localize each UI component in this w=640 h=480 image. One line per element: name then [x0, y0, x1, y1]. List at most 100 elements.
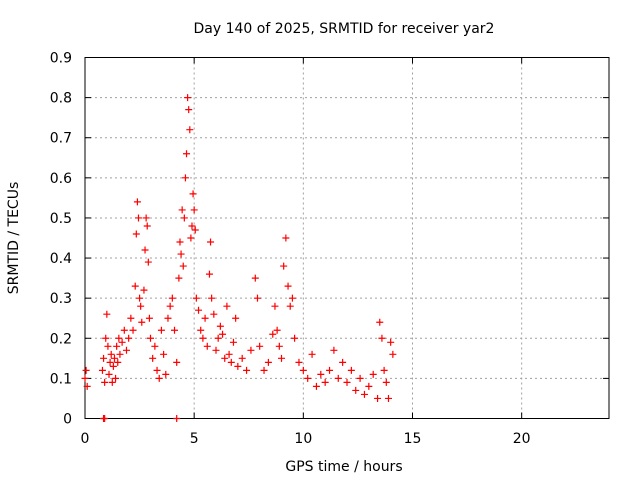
- data-point: [118, 338, 126, 346]
- data-point: [312, 382, 320, 390]
- plot-frame: [84, 57, 610, 419]
- data-point: [178, 206, 186, 214]
- y-tick-label: 0.2: [50, 331, 72, 347]
- data-point: [177, 250, 185, 258]
- data-point: [376, 318, 384, 326]
- data-point: [187, 234, 195, 242]
- data-point: [82, 366, 90, 374]
- data-point: [389, 350, 397, 358]
- data-point: [115, 334, 123, 342]
- y-tick-label: 0.8: [50, 91, 72, 107]
- data-point: [374, 394, 382, 402]
- data-point: [225, 350, 233, 358]
- data-point: [179, 262, 187, 270]
- grid-lines: [85, 57, 609, 419]
- data-point: [216, 322, 224, 330]
- data-point: [104, 342, 112, 350]
- y-tick-label: 0.6: [50, 171, 72, 187]
- data-point: [173, 358, 181, 366]
- data-point: [356, 374, 364, 382]
- data-point: [160, 350, 168, 358]
- data-point: [162, 370, 170, 378]
- chart-title: Day 140 of 2025, SRMTID for receiver yar…: [194, 21, 495, 37]
- data-point: [125, 334, 133, 342]
- data-point: [278, 354, 285, 362]
- data-point: [173, 415, 181, 422]
- data-point: [223, 302, 231, 310]
- data-point: [176, 238, 184, 246]
- y-tick-label: 0.1: [50, 371, 72, 387]
- data-point: [247, 346, 255, 354]
- data-point: [291, 334, 299, 342]
- y-tick-label: 0.9: [50, 51, 72, 67]
- data-point: [339, 358, 347, 366]
- y-tick-label: 0.4: [50, 251, 72, 267]
- y-tick-label: 0.5: [50, 211, 72, 227]
- data-point: [229, 338, 237, 346]
- data-point: [185, 106, 193, 114]
- data-point: [184, 94, 192, 102]
- data-point: [136, 294, 144, 302]
- data-point: [171, 326, 179, 334]
- data-point: [284, 282, 292, 290]
- data-point: [288, 294, 296, 302]
- x-axis-label: GPS time / hours: [285, 459, 402, 475]
- data-point: [142, 214, 150, 222]
- data-point: [286, 302, 294, 310]
- data-point: [269, 330, 277, 338]
- data-point: [127, 314, 135, 322]
- data-point: [149, 354, 157, 362]
- data-point: [321, 378, 329, 386]
- data-point: [157, 326, 165, 334]
- x-tick-label: 5: [190, 431, 199, 447]
- data-point: [190, 206, 198, 214]
- data-point: [81, 374, 89, 382]
- x-tick-label: 15: [404, 431, 422, 447]
- data-point: [175, 274, 183, 282]
- data-point: [138, 318, 146, 326]
- data-point: [260, 366, 268, 374]
- data-point: [168, 294, 176, 302]
- data-point: [326, 366, 334, 374]
- data-point: [133, 198, 141, 206]
- data-point: [214, 334, 222, 342]
- y-axis-label: SRMTID / TECUs: [6, 182, 22, 295]
- data-point: [299, 366, 307, 374]
- data-point: [308, 350, 316, 358]
- data-point: [107, 350, 115, 358]
- data-point: [295, 358, 303, 366]
- data-point: [102, 334, 110, 342]
- data-point: [98, 366, 106, 374]
- axis-ticks: [84, 57, 609, 419]
- data-point: [129, 326, 137, 334]
- data-point: [199, 334, 207, 342]
- data-point: [180, 214, 188, 222]
- data-point: [219, 330, 227, 338]
- data-point: [378, 334, 386, 342]
- data-point: [253, 294, 261, 302]
- data-points: [81, 94, 397, 422]
- data-point: [273, 326, 281, 334]
- data-point: [141, 246, 149, 254]
- data-point: [120, 326, 128, 334]
- data-point: [114, 358, 122, 366]
- data-point: [201, 314, 209, 322]
- data-point: [221, 354, 229, 362]
- data-point: [192, 294, 200, 302]
- data-point: [234, 362, 242, 370]
- data-point: [384, 394, 392, 402]
- data-point: [210, 310, 218, 318]
- data-point: [153, 366, 161, 374]
- data-point: [191, 226, 199, 234]
- data-point: [271, 302, 279, 310]
- data-point: [103, 310, 111, 318]
- data-point: [251, 274, 259, 282]
- data-point: [188, 222, 196, 230]
- data-point: [145, 314, 153, 322]
- y-tick-label: 0.3: [50, 291, 72, 307]
- data-point: [108, 378, 116, 386]
- data-point: [360, 390, 368, 398]
- data-point: [334, 374, 342, 382]
